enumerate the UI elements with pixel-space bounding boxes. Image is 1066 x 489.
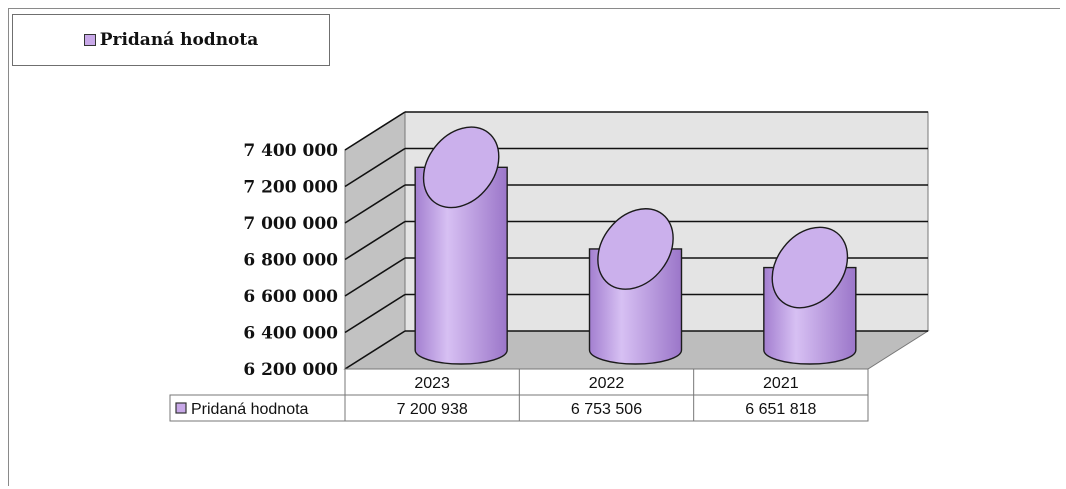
bar-body <box>414 166 508 365</box>
y-tick-label: 6 200 000 <box>243 360 338 380</box>
gridline-side <box>344 147 406 188</box>
category-label: 2023 <box>414 375 450 392</box>
data-label: 6 753 506 <box>571 401 642 418</box>
bar-top <box>597 208 674 290</box>
bar-top <box>771 226 849 309</box>
chart-legend: Pridaná hodnota <box>12 14 330 66</box>
table-series-label: Pridaná hodnota <box>191 401 309 418</box>
gridline-side <box>344 111 406 151</box>
y-tick-label: 7 400 000 <box>243 141 338 161</box>
legend-label: Pridaná hodnota <box>99 30 259 50</box>
bar-2023 <box>414 126 508 365</box>
table-legend-swatch-icon <box>175 402 187 414</box>
gridline-side <box>344 293 406 334</box>
table-header-row <box>344 368 869 396</box>
bar-2022 <box>588 208 683 365</box>
gridline-side <box>344 257 406 297</box>
gridline-side <box>344 184 406 224</box>
y-tick-label: 6 800 000 <box>243 251 338 271</box>
y-tick-label: 7 200 000 <box>243 178 338 198</box>
gridline-side <box>344 330 406 370</box>
legend-swatch-icon <box>83 34 96 46</box>
y-tick-label: 6 400 000 <box>243 324 338 344</box>
data-label: 7 200 938 <box>397 401 468 418</box>
bar-top <box>422 126 500 209</box>
category-label: 2022 <box>589 375 625 392</box>
bar-2021 <box>763 226 857 365</box>
data-label: 6 651 818 <box>745 401 816 418</box>
category-label: 2021 <box>763 375 799 392</box>
y-tick-label: 6 600 000 <box>243 287 338 307</box>
y-tick-label: 7 000 000 <box>243 214 338 234</box>
gridline-side <box>344 220 406 261</box>
